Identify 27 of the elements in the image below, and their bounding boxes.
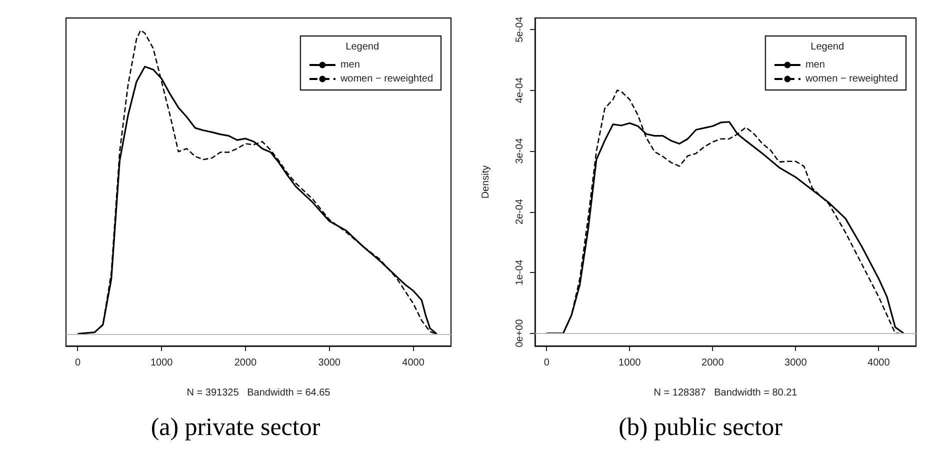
- y-tick-label: 3e-04: [514, 138, 526, 164]
- x-tick-label: 1000: [150, 358, 174, 368]
- y-tick-label: 1e-04: [514, 259, 526, 286]
- legend-label: women − reweighted: [804, 74, 898, 84]
- text: (b) public sector: [618, 414, 784, 442]
- x-tick-label: 4000: [868, 358, 890, 368]
- legend-label: men: [805, 60, 825, 70]
- x-tick-label: 4000: [402, 358, 425, 368]
- y-tick-label: 2e-04: [514, 198, 526, 225]
- x-tick-label: 3000: [784, 358, 808, 368]
- x-tick-label: 1000: [618, 358, 642, 368]
- y-tick-label: 5e-04: [514, 16, 526, 42]
- x-axis-title: N = 128387 Bandwidth = 80.21: [654, 388, 798, 398]
- x-tick-label: 0: [74, 358, 81, 368]
- legend-title: Legend: [346, 42, 380, 52]
- y-tick-label: 0e+00: [514, 318, 526, 348]
- x-tick-label: 0: [544, 358, 550, 368]
- x-axis-title: N = 391325 Bandwidth = 64.65: [186, 388, 331, 398]
- legend-label: men: [340, 60, 360, 70]
- x-tick-label: 3000: [318, 358, 341, 368]
- y-axis-title: Density: [480, 165, 492, 199]
- x-tick-label: 2000: [234, 358, 258, 368]
- legend-title: Legend: [810, 42, 844, 52]
- text: (a) private sector: [150, 414, 322, 442]
- legend-label: women − reweighted: [339, 74, 434, 84]
- x-tick-label: 2000: [702, 358, 724, 368]
- y-tick-label: 4e-04: [514, 77, 526, 104]
